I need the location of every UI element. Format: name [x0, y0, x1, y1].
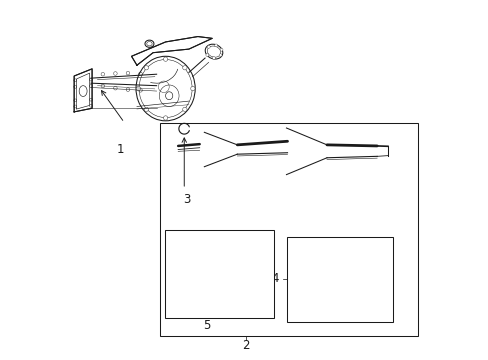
Circle shape [101, 84, 104, 88]
Circle shape [89, 78, 92, 81]
Circle shape [74, 105, 77, 108]
Circle shape [74, 99, 77, 102]
Text: 1: 1 [117, 143, 124, 156]
Polygon shape [74, 69, 92, 112]
Text: 4: 4 [271, 272, 278, 285]
Circle shape [139, 89, 142, 92]
Bar [286, 237, 392, 321]
Bar [164, 230, 274, 318]
Polygon shape [131, 37, 212, 65]
Circle shape [89, 85, 92, 87]
Circle shape [126, 88, 129, 91]
Bar [160, 123, 418, 336]
Circle shape [139, 72, 142, 76]
Circle shape [214, 44, 217, 47]
Circle shape [74, 85, 77, 88]
Circle shape [74, 79, 77, 82]
Circle shape [190, 86, 195, 91]
Circle shape [163, 116, 167, 120]
Circle shape [163, 57, 167, 61]
Circle shape [207, 45, 210, 48]
Circle shape [113, 72, 117, 75]
Circle shape [144, 107, 148, 112]
Circle shape [89, 104, 92, 107]
Text: 5: 5 [203, 319, 210, 332]
Circle shape [183, 66, 186, 70]
Text: 3: 3 [183, 193, 190, 206]
Circle shape [136, 86, 140, 91]
Circle shape [183, 107, 186, 112]
Circle shape [101, 72, 104, 76]
Circle shape [89, 98, 92, 101]
Circle shape [212, 57, 215, 59]
Circle shape [219, 54, 222, 57]
Circle shape [205, 54, 208, 57]
Circle shape [113, 86, 117, 90]
Circle shape [144, 66, 148, 70]
Text: 2: 2 [242, 339, 249, 352]
Circle shape [220, 48, 223, 51]
Circle shape [126, 71, 129, 75]
